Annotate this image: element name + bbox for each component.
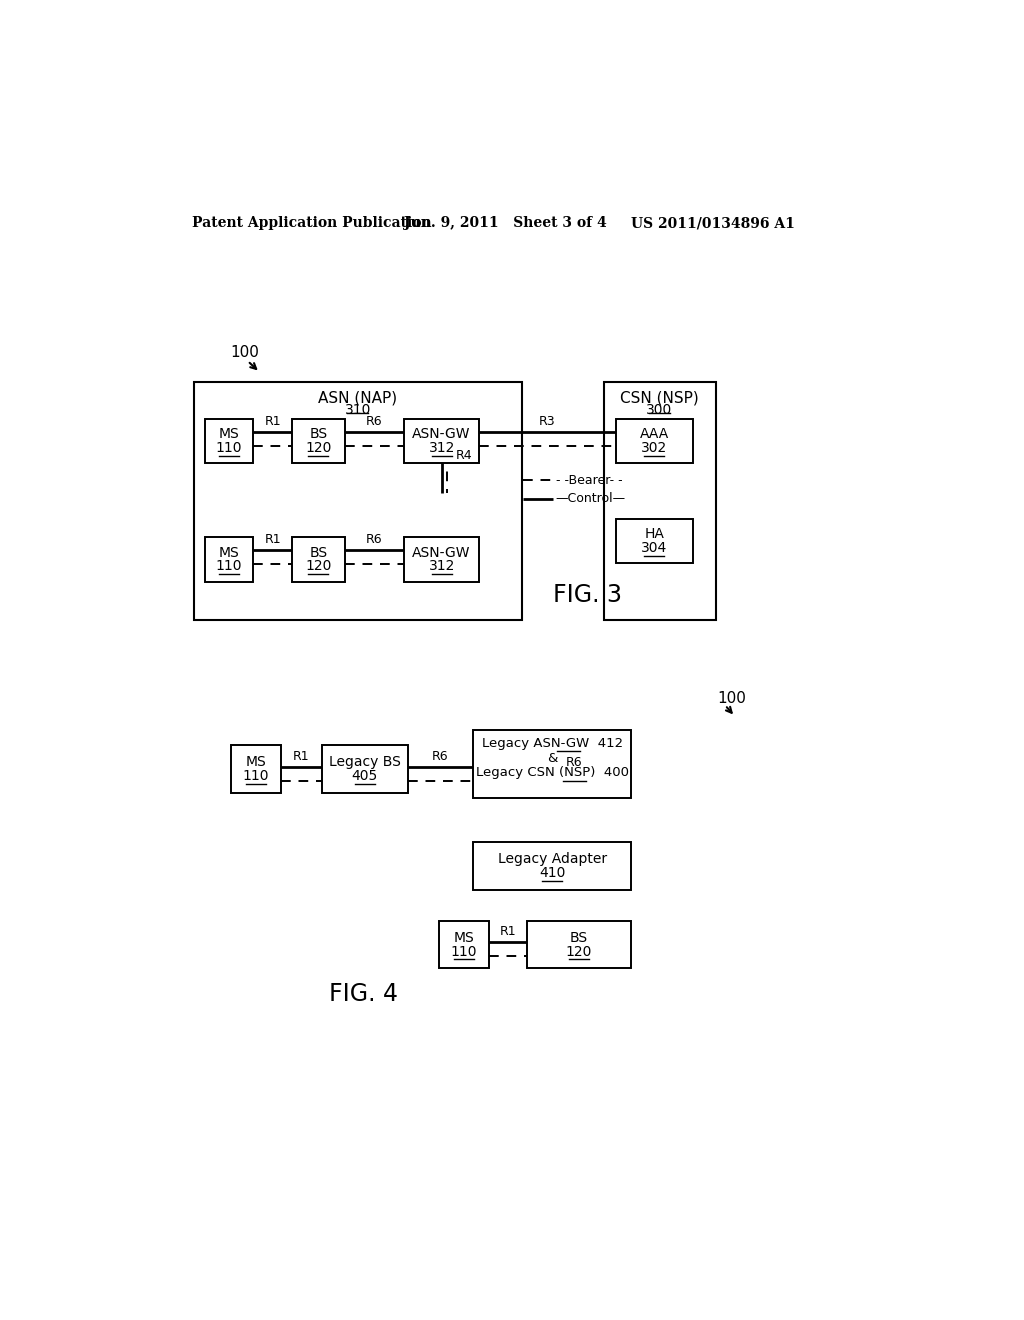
Text: R1: R1 (500, 925, 516, 939)
Text: - -Bearer- -: - -Bearer- - (556, 474, 623, 487)
Bar (604, 381, 716, 620)
Text: 110: 110 (216, 441, 243, 455)
Text: ASN-GW: ASN-GW (413, 428, 471, 441)
Text: 120: 120 (566, 945, 592, 958)
Text: &: & (547, 751, 557, 764)
Text: R6: R6 (566, 755, 583, 768)
Text: R6: R6 (366, 533, 383, 546)
Text: R4: R4 (456, 449, 472, 462)
Text: MS: MS (219, 545, 240, 560)
Text: 110: 110 (451, 945, 477, 958)
Bar (205, 537, 253, 582)
Bar (615, 519, 692, 564)
Text: 312: 312 (428, 560, 455, 573)
Text: Patent Application Publication: Patent Application Publication (193, 216, 432, 230)
Text: 410: 410 (539, 866, 565, 880)
Text: 100: 100 (230, 345, 259, 360)
Text: R6: R6 (432, 750, 449, 763)
Bar (403, 537, 479, 582)
Text: ASN (NAP): ASN (NAP) (318, 391, 397, 407)
Bar (615, 418, 692, 463)
Bar (230, 744, 281, 793)
Bar (322, 744, 408, 793)
Bar (473, 730, 631, 797)
Text: 120: 120 (305, 441, 332, 455)
Bar (292, 418, 345, 463)
Text: 110: 110 (216, 560, 243, 573)
Text: MS: MS (219, 428, 240, 441)
Text: Jun. 9, 2011   Sheet 3 of 4: Jun. 9, 2011 Sheet 3 of 4 (403, 216, 606, 230)
Text: BS: BS (570, 931, 588, 945)
Text: R1: R1 (293, 750, 309, 763)
Text: BS: BS (309, 428, 328, 441)
Text: US 2011/0134896 A1: US 2011/0134896 A1 (631, 216, 795, 230)
Text: Legacy ASN-GW  412: Legacy ASN-GW 412 (481, 737, 623, 750)
Text: MS: MS (454, 931, 474, 945)
Bar (292, 537, 345, 582)
Text: R3: R3 (540, 414, 556, 428)
Text: Legacy Adapter: Legacy Adapter (498, 853, 606, 866)
Text: 304: 304 (641, 541, 668, 554)
Text: 310: 310 (344, 404, 371, 417)
Text: ASN-GW: ASN-GW (413, 545, 471, 560)
Text: 300: 300 (646, 404, 673, 417)
Text: CSN (NSP): CSN (NSP) (621, 391, 699, 407)
Text: 100: 100 (717, 692, 746, 706)
Text: BS: BS (309, 545, 328, 560)
Bar (205, 418, 253, 463)
Text: R6: R6 (366, 414, 383, 428)
Text: FIG. 3: FIG. 3 (553, 583, 622, 607)
Text: HA: HA (644, 527, 665, 541)
Text: R1: R1 (264, 414, 281, 428)
Text: FIG. 4: FIG. 4 (330, 982, 398, 1006)
Text: R1: R1 (264, 533, 281, 546)
Text: MS: MS (246, 755, 266, 770)
Text: 312: 312 (428, 441, 455, 455)
Text: 120: 120 (305, 560, 332, 573)
Text: 405: 405 (351, 770, 378, 783)
Text: AAA: AAA (640, 428, 669, 441)
Text: —Control—: —Control— (556, 492, 626, 506)
Text: 110: 110 (243, 770, 269, 783)
Text: 302: 302 (641, 441, 668, 455)
Text: Legacy BS: Legacy BS (329, 755, 400, 770)
Bar (473, 842, 631, 890)
Bar (195, 381, 521, 620)
Bar (438, 921, 488, 969)
Bar (527, 921, 631, 969)
Bar (403, 418, 479, 463)
Text: Legacy CSN (NSP)  400: Legacy CSN (NSP) 400 (475, 767, 629, 779)
